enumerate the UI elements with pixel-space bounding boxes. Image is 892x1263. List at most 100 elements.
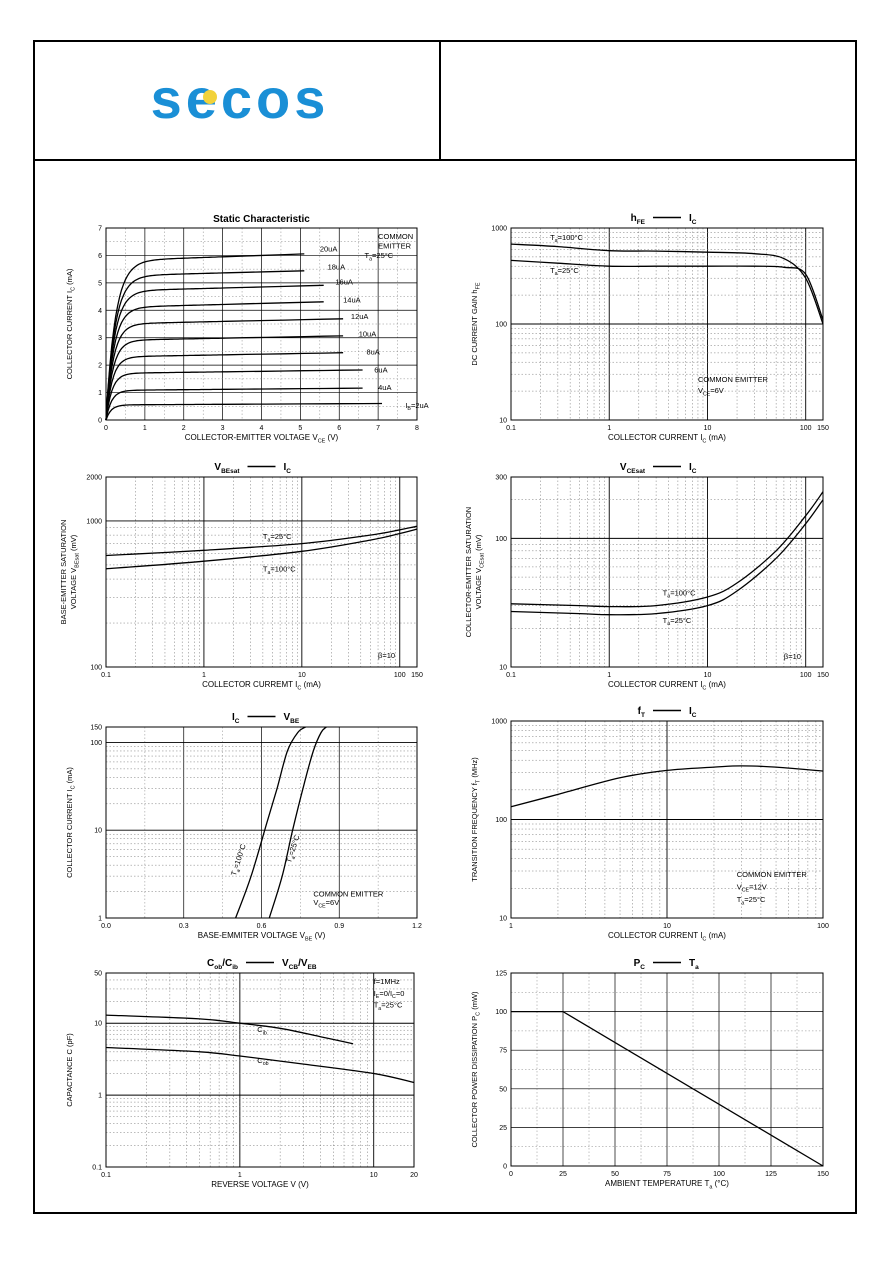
vbesat-title-right: IC bbox=[284, 462, 292, 475]
icvbe-annotation: VCE=6V bbox=[313, 898, 339, 909]
ft-annotation: VCE=12V bbox=[737, 882, 767, 893]
vcesat-ytick-label: 100 bbox=[495, 536, 507, 543]
header-column-divider bbox=[439, 40, 441, 160]
cap-ytick-label: 50 bbox=[94, 971, 102, 978]
chart-icvbe: 0.0 0.3 0.6 0.9 1.2 1 10 100 150 IC VBE BASE-EMMITE… bbox=[65, 712, 422, 943]
ft-xtick-label: 100 bbox=[817, 923, 829, 930]
vcesat-xtick-label: 0.1 bbox=[506, 672, 516, 679]
vcesat-xtick-label: 100 bbox=[800, 672, 812, 679]
icvbe-xtick-label: 0.0 bbox=[101, 923, 111, 930]
static-xtick-label: 4 bbox=[260, 425, 264, 432]
vcesat-xtick-label: 150 bbox=[817, 672, 829, 679]
ft-ytick-label: 1000 bbox=[491, 719, 507, 726]
ft-grid bbox=[511, 721, 823, 918]
hfe-grid bbox=[511, 228, 823, 420]
hfe-series-2 bbox=[510, 259, 824, 321]
vcesat-series-2 bbox=[510, 499, 824, 616]
vcesat-xtick-label: 1 bbox=[607, 672, 611, 679]
vcesat-annotation: Ta=25°C bbox=[663, 616, 692, 627]
icvbe-xlabel: BASE-EMMITER VOLTAGE VBE (V) bbox=[198, 931, 326, 943]
hfe-ytick-label: 1000 bbox=[491, 226, 507, 233]
pc-ytick-label: 0 bbox=[503, 1164, 507, 1171]
pc-xlabel: AMBIENT TEMPERATURE Ta (°C) bbox=[605, 1179, 729, 1191]
pc-title-right: Ta bbox=[689, 958, 699, 971]
hfe-ytick-label: 10 bbox=[499, 418, 507, 425]
cap-xlabel: REVERSE VOLTAGE V (V) bbox=[211, 1180, 309, 1189]
static-curve-label: IB=2uA bbox=[405, 401, 428, 412]
static-curve-2 bbox=[105, 387, 363, 421]
static-curve-9 bbox=[105, 270, 305, 421]
icvbe-curve-label: Ta=25°C bbox=[284, 833, 304, 864]
chart-vcesat: 0.1 1 10 100 150 10 100 300 VCEsat IC COLLECTOR CU… bbox=[464, 462, 829, 692]
hfe-xtick-label: 1 bbox=[607, 425, 611, 432]
hfe-xtick-label: 0.1 bbox=[506, 425, 516, 432]
icvbe-xtick-label: 0.9 bbox=[334, 923, 344, 930]
static-annotation: Ta=25°C bbox=[365, 251, 394, 262]
pc-series-1 bbox=[511, 1010, 824, 1167]
vcesat-grid bbox=[511, 477, 823, 667]
icvbe-series-2 bbox=[268, 726, 327, 919]
static-xtick-label: 2 bbox=[182, 425, 186, 432]
icvbe-plot-frame bbox=[105, 726, 418, 919]
pc-xtick-label: 150 bbox=[817, 1171, 829, 1178]
icvbe-xtick-label: 1.2 bbox=[412, 923, 422, 930]
icvbe-ytick-label: 100 bbox=[90, 740, 102, 747]
pc-ytick-label: 75 bbox=[499, 1048, 507, 1055]
cap-xtick-label: 10 bbox=[370, 1172, 378, 1179]
ft-ytick-label: 10 bbox=[499, 916, 507, 923]
cap-ylabel: CAPACTANCE C (pF) bbox=[65, 1033, 74, 1107]
chart-pc: 0 25 50 75 100 125 150 0 25 50 75 100 125 PC Ta AMBIENT… bbox=[470, 958, 829, 1191]
static-curve-label: 8uA bbox=[366, 347, 379, 356]
icvbe-ytick-label: 150 bbox=[90, 725, 102, 732]
static-ytick-label: 2 bbox=[98, 363, 102, 370]
vbesat-xtick-label: 1 bbox=[202, 672, 206, 679]
hfe-ylabel: DC CURRENT GAIN hFE bbox=[470, 282, 482, 365]
vbesat-xtick-label: 150 bbox=[411, 672, 423, 679]
chart-hfe: 0.1 1 10 100 150 10 100 1000 hFE IC COLLECTOR CURR… bbox=[470, 213, 829, 445]
icvbe-ytick-label: 10 bbox=[94, 828, 102, 835]
static-xtick-label: 1 bbox=[143, 425, 147, 432]
ft-series-1 bbox=[510, 765, 824, 808]
icvbe-ylabel: COLLECTOR CURRENT IC (mA) bbox=[65, 767, 77, 878]
cap-annotation: Ta=25°C bbox=[374, 1001, 403, 1012]
hfe-title-right: IC bbox=[689, 213, 697, 226]
static-curve-10 bbox=[105, 253, 305, 421]
static-ytick-label: 1 bbox=[98, 390, 102, 397]
hfe-ytick-label: 100 bbox=[495, 322, 507, 329]
ft-plot-frame bbox=[510, 720, 824, 919]
vcesat-ylabel: COLLECTOR-EMITTER SATURATIONVOLTAGE VCEs… bbox=[464, 507, 486, 637]
static-curve-4 bbox=[105, 352, 344, 421]
static-xlabel: COLLECTOR-EMITTER VOLTAGE VCE (V) bbox=[185, 433, 339, 445]
icvbe-series-1 bbox=[234, 726, 306, 919]
cap-ytick-label: 0.1 bbox=[92, 1165, 102, 1172]
static-ytick-label: 0 bbox=[98, 418, 102, 425]
cap-ytick-label: 10 bbox=[94, 1021, 102, 1028]
static-annotation: EMITTER bbox=[378, 242, 411, 251]
hfe-xtick-label: 10 bbox=[704, 425, 712, 432]
static-curve-label: 14uA bbox=[343, 295, 361, 304]
vbesat-ytick-label: 1000 bbox=[86, 518, 102, 525]
vcesat-plot-frame bbox=[510, 476, 824, 668]
cap-series-1 bbox=[105, 1014, 354, 1045]
cap-plot-frame bbox=[105, 972, 415, 1168]
hfe-series-1 bbox=[510, 243, 824, 325]
static-curve-3 bbox=[105, 369, 363, 421]
pc-grid bbox=[510, 972, 824, 1167]
hfe-xlabel: COLLECTOR CURRENT IC (mA) bbox=[608, 433, 726, 445]
ft-annotation: COMMON EMITTER bbox=[737, 870, 808, 879]
pc-xtick-label: 0 bbox=[509, 1171, 513, 1178]
pc-ytick-label: 100 bbox=[495, 1009, 507, 1016]
hfe-title-left: hFE bbox=[631, 213, 646, 226]
pc-xtick-label: 25 bbox=[559, 1171, 567, 1178]
static-curve-5 bbox=[105, 335, 344, 421]
vbesat-plot-frame bbox=[105, 476, 418, 668]
static-ytick-label: 3 bbox=[98, 335, 102, 342]
vbesat-xlabel: COLLECTOR CURREMT IC (mA) bbox=[202, 680, 321, 692]
static-curve-6 bbox=[105, 318, 344, 421]
cap-xtick-label: 20 bbox=[410, 1172, 418, 1179]
cap-annotation: f=1MHz bbox=[374, 977, 400, 986]
vbesat-annotation: β=10 bbox=[378, 651, 395, 660]
vbesat-ylabel: BASE-EMITTER SATURATIONVOLTAGE VBEsat (m… bbox=[59, 520, 81, 625]
vbesat-ytick-label: 2000 bbox=[86, 475, 102, 482]
